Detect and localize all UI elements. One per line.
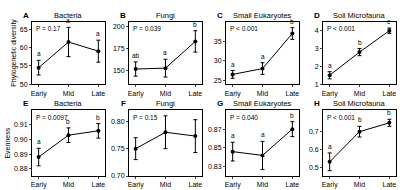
svg-text:Soil Microfauna: Soil Microfauna: [333, 11, 386, 20]
svg-text:60: 60: [20, 44, 28, 51]
svg-text:Late: Late: [286, 181, 300, 188]
svg-text:D: D: [314, 11, 320, 20]
svg-text:a: a: [261, 131, 265, 138]
svg-text:Small Eukaryotes: Small Eukaryotes: [233, 11, 292, 20]
svg-text:b: b: [290, 18, 294, 25]
svg-text:P = 0.17: P = 0.17: [36, 25, 61, 32]
svg-text:Small Eukaryotes: Small Eukaryotes: [233, 99, 292, 108]
svg-text:Mid: Mid: [63, 90, 74, 97]
svg-text:E: E: [23, 99, 29, 108]
svg-text:P < 0.001: P < 0.001: [327, 25, 355, 32]
svg-text:0.91: 0.91: [14, 121, 28, 128]
svg-text:Soil Microfauna: Soil Microfauna: [333, 99, 386, 108]
svg-text:200: 200: [113, 23, 125, 30]
svg-text:50: 50: [20, 81, 28, 88]
svg-text:Early: Early: [322, 181, 338, 189]
svg-text:175: 175: [113, 45, 125, 52]
svg-text:Early: Early: [225, 90, 241, 98]
svg-text:Late: Late: [286, 90, 300, 97]
svg-text:Early: Early: [128, 90, 144, 98]
svg-text:a: a: [231, 132, 235, 139]
svg-text:0.80: 0.80: [111, 118, 125, 125]
svg-text:a: a: [261, 53, 265, 60]
svg-text:0.75: 0.75: [111, 145, 125, 152]
svg-text:0.85: 0.85: [208, 144, 222, 151]
svg-text:P < 0.001: P < 0.001: [230, 25, 258, 32]
svg-text:P < 0.001: P < 0.001: [327, 114, 355, 121]
svg-text:Late: Late: [383, 90, 397, 97]
svg-text:Late: Late: [92, 181, 106, 188]
svg-text:a: a: [37, 50, 41, 57]
svg-text:a: a: [66, 17, 70, 24]
svg-text:Evenness: Evenness: [4, 127, 11, 158]
svg-text:Bacteria: Bacteria: [54, 11, 82, 20]
svg-text:b: b: [96, 114, 100, 121]
svg-text:Fungi: Fungi: [156, 11, 175, 20]
svg-text:P = 0.0097: P = 0.0097: [36, 114, 68, 121]
svg-text:0.88: 0.88: [14, 165, 28, 172]
svg-text:Late: Late: [383, 181, 397, 188]
svg-text:b: b: [66, 118, 70, 125]
svg-text:150: 150: [113, 67, 125, 74]
svg-text:a: a: [96, 30, 100, 37]
svg-text:Mid: Mid: [354, 90, 365, 97]
svg-text:0.89: 0.89: [14, 151, 28, 158]
svg-text:ab: ab: [132, 52, 140, 59]
svg-text:a: a: [328, 62, 332, 69]
svg-text:Mid: Mid: [354, 181, 365, 188]
svg-text:30: 30: [214, 57, 222, 64]
svg-text:P = 0.039: P = 0.039: [133, 25, 161, 32]
svg-text:35: 35: [214, 38, 222, 45]
svg-text:Mid: Mid: [160, 181, 171, 188]
svg-text:Bacteria: Bacteria: [54, 99, 82, 108]
svg-text:P = 0.040: P = 0.040: [230, 114, 258, 121]
svg-text:B: B: [120, 11, 126, 20]
svg-text:0.87: 0.87: [208, 126, 222, 133]
svg-text:Early: Early: [31, 90, 47, 98]
svg-text:b: b: [193, 21, 197, 28]
svg-text:0.70: 0.70: [111, 172, 125, 179]
svg-text:0.90: 0.90: [14, 136, 28, 143]
svg-text:Early: Early: [225, 181, 241, 189]
svg-text:Fungi: Fungi: [156, 99, 175, 108]
svg-text:Late: Late: [189, 181, 203, 188]
svg-text:Mid: Mid: [63, 181, 74, 188]
svg-text:Early: Early: [128, 181, 144, 189]
svg-text:65: 65: [20, 26, 28, 33]
svg-text:G: G: [217, 99, 223, 108]
svg-text:4: 4: [315, 27, 319, 34]
svg-text:P = 0.15: P = 0.15: [133, 114, 158, 121]
svg-text:0.5: 0.5: [309, 164, 319, 171]
svg-text:a: a: [163, 49, 167, 56]
svg-text:Late: Late: [189, 90, 203, 97]
svg-text:Late: Late: [92, 90, 106, 97]
svg-text:1: 1: [315, 81, 319, 88]
svg-text:Mid: Mid: [257, 90, 268, 97]
svg-text:F: F: [121, 99, 126, 108]
svg-text:Mid: Mid: [160, 90, 171, 97]
svg-text:A: A: [23, 11, 29, 20]
svg-text:c: c: [387, 18, 391, 25]
svg-text:Early: Early: [31, 181, 47, 189]
svg-text:b: b: [358, 116, 362, 123]
svg-text:0.7: 0.7: [309, 128, 319, 135]
svg-text:a: a: [37, 138, 41, 145]
svg-text:Early: Early: [322, 90, 338, 98]
svg-text:3: 3: [315, 45, 319, 52]
svg-text:55: 55: [20, 62, 28, 69]
svg-text:25: 25: [214, 77, 222, 84]
svg-text:b: b: [290, 112, 294, 119]
svg-text:b: b: [387, 109, 391, 116]
svg-text:2: 2: [315, 63, 319, 70]
svg-text:b: b: [358, 39, 362, 46]
svg-text:Mid: Mid: [257, 181, 268, 188]
svg-text:H: H: [314, 99, 320, 108]
svg-text:a: a: [231, 61, 235, 68]
svg-text:a: a: [328, 143, 332, 150]
svg-text:Phylogenetic diversity: Phylogenetic diversity: [10, 19, 18, 87]
svg-text:0.6: 0.6: [309, 146, 319, 153]
svg-text:0.83: 0.83: [208, 163, 222, 170]
svg-text:C: C: [217, 11, 223, 20]
